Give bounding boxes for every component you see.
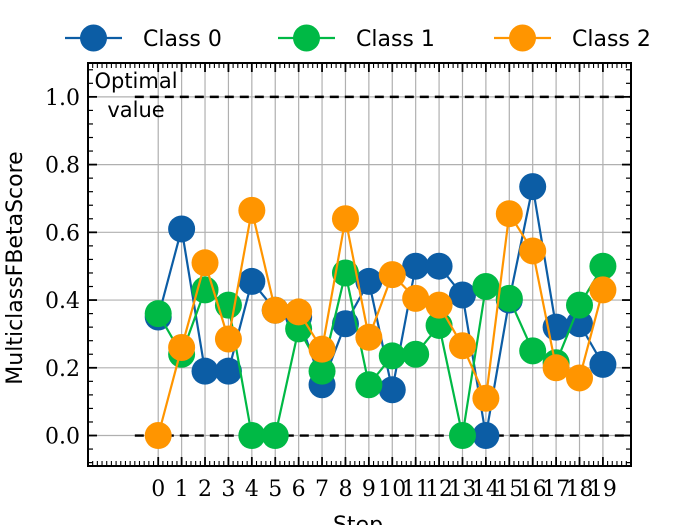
legend-marker-0	[80, 24, 107, 52]
series-1-point-8	[331, 259, 359, 287]
series-1-point-7	[308, 357, 336, 385]
series-0-point-11	[402, 252, 430, 280]
series-1-point-10	[378, 342, 406, 370]
x-tick-label-9: 9	[362, 477, 376, 502]
x-tick-label-17: 17	[542, 477, 570, 502]
series-0-point-2	[191, 357, 219, 385]
series-1-point-5	[261, 422, 289, 450]
x-tick-label-4: 4	[245, 477, 259, 502]
series-1-point-18	[566, 291, 594, 319]
x-axis-title: Step	[333, 513, 383, 525]
series-2-point-12	[425, 291, 453, 319]
series-1-point-16	[519, 337, 547, 365]
series-2-point-2	[191, 249, 219, 277]
series-1-point-15	[495, 284, 523, 312]
series-1-point-13	[448, 422, 476, 450]
legend-label-1: Class 1	[356, 27, 435, 52]
series-1-point-4	[238, 422, 266, 450]
x-tick-label-10: 10	[378, 477, 406, 502]
x-tick-label-3: 3	[221, 477, 235, 502]
series-0-point-14	[472, 422, 500, 450]
series-2-point-13	[448, 332, 476, 360]
series-2-point-0	[144, 422, 172, 450]
annotation-optimal: Optimal	[94, 69, 177, 93]
series-1-point-0	[144, 300, 172, 328]
legend-marker-1	[293, 24, 320, 52]
series-1-point-9	[355, 371, 383, 399]
x-tick-label-5: 5	[268, 477, 282, 502]
x-tick-label-1: 1	[175, 477, 189, 502]
y-tick-label-0: 0.0	[45, 425, 80, 450]
legend-marker-2	[509, 24, 536, 52]
series-0-point-8	[331, 310, 359, 338]
y-axis-ticks: 0.0 0.2 0.4 0.6 0.8 1.0	[45, 69, 631, 464]
series-0-point-9	[355, 267, 383, 295]
series-2-point-4	[238, 196, 266, 224]
series-2-point-14	[472, 384, 500, 412]
series-2-point-5	[261, 296, 289, 324]
reference-lines	[134, 95, 631, 437]
series-2-point-9	[355, 323, 383, 351]
x-tick-label-2: 2	[198, 477, 212, 502]
x-tick-label-16: 16	[519, 477, 547, 502]
series-2-point-11	[402, 284, 430, 312]
y-tick-label-1: 0.2	[45, 357, 80, 382]
x-tick-label-13: 13	[448, 477, 476, 502]
series-0-point-12	[425, 252, 453, 280]
x-tick-label-6: 6	[292, 477, 306, 502]
series-2-point-6	[285, 298, 313, 326]
series-2-point-18	[566, 364, 594, 392]
x-tick-label-0: 0	[151, 477, 165, 502]
series-0-point-4	[238, 267, 266, 295]
series-2-point-17	[542, 354, 570, 382]
x-tick-label-8: 8	[338, 477, 352, 502]
y-tick-label-3: 0.6	[45, 221, 80, 246]
y-tick-label-5: 1.0	[45, 86, 80, 111]
y-axis-title: MulticlassFBetaScore	[3, 151, 28, 384]
series-2-point-8	[331, 205, 359, 233]
series-0-point-13	[448, 281, 476, 309]
x-tick-label-14: 14	[472, 477, 500, 502]
series-1-point-11	[402, 340, 430, 368]
series-2-point-16	[519, 237, 547, 265]
series-0-point-18	[566, 310, 594, 338]
series-0-point-19	[589, 350, 617, 378]
series-0-point-10	[378, 376, 406, 404]
x-tick-label-15: 15	[495, 477, 523, 502]
y-tick-label-2: 0.4	[45, 289, 80, 314]
x-tick-label-19: 19	[589, 477, 617, 502]
legend-label-2: Class 2	[572, 27, 651, 52]
series-1-point-19	[589, 252, 617, 280]
series-2-point-7	[308, 335, 336, 363]
series-2-point-15	[495, 200, 523, 228]
legend-label-0: Class 0	[143, 27, 222, 52]
series-0-point-16	[519, 173, 547, 201]
series-2-point-3	[214, 325, 242, 353]
annotation-value: value	[107, 98, 164, 122]
series-layer	[144, 173, 617, 450]
series-1-point-14	[472, 273, 500, 301]
series-2-point-1	[168, 333, 196, 361]
series-2	[144, 196, 617, 450]
x-tick-label-7: 7	[315, 477, 329, 502]
x-tick-label-12: 12	[425, 477, 453, 502]
series-0-point-1	[168, 215, 196, 243]
series-2-point-19	[589, 276, 617, 304]
x-tick-label-11: 11	[402, 477, 430, 502]
y-tick-label-4: 0.8	[45, 154, 80, 179]
series-2-point-10	[378, 261, 406, 289]
series-0-point-3	[214, 357, 242, 385]
x-tick-label-18: 18	[566, 477, 594, 502]
legend: Class 0 Class 1 Class 2	[65, 24, 651, 52]
